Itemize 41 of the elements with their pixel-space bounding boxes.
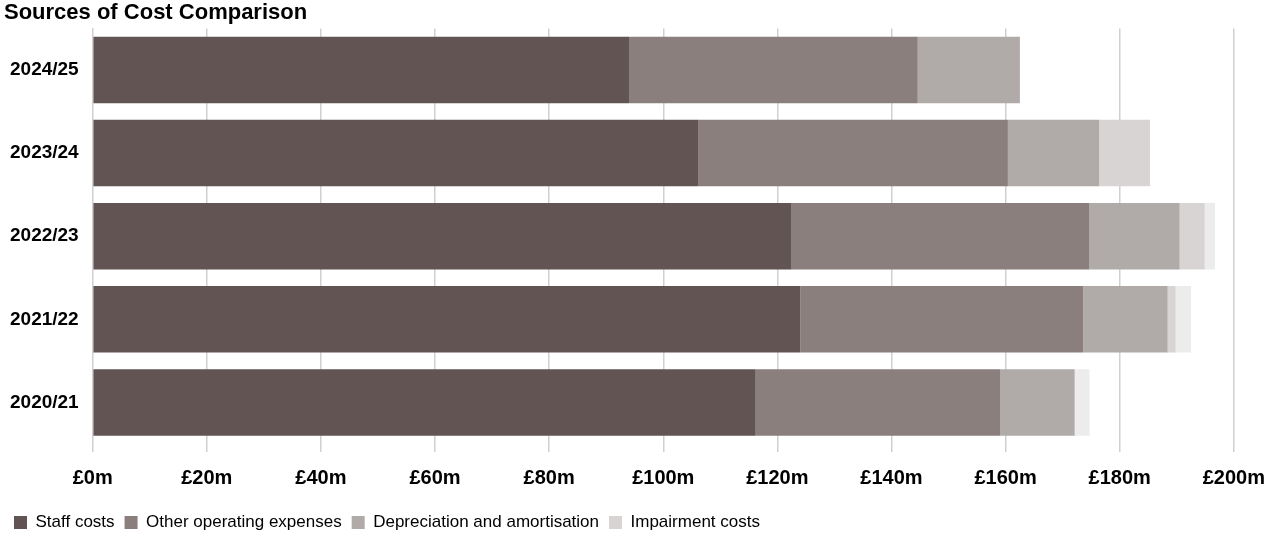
bar bbox=[1074, 369, 1090, 436]
bar bbox=[1089, 202, 1180, 270]
bar bbox=[1204, 202, 1216, 270]
bar bbox=[93, 202, 792, 270]
x-tick-label: £200m bbox=[1202, 465, 1265, 488]
legend-label: Depreciation and amortisation bbox=[373, 512, 600, 532]
bar bbox=[1167, 286, 1176, 353]
bar bbox=[93, 36, 630, 104]
x-tick-label: £20m bbox=[181, 465, 233, 488]
y-tick-label: 2020/21 bbox=[9, 390, 80, 412]
bar bbox=[1000, 369, 1075, 436]
y-tick-label: 2023/24 bbox=[9, 141, 80, 163]
x-tick-label: £180m bbox=[1088, 465, 1151, 488]
legend-label: Impairment costs bbox=[630, 512, 760, 532]
bar bbox=[93, 369, 756, 436]
x-tick-label: £80m bbox=[523, 465, 575, 488]
y-tick-label: 2021/22 bbox=[9, 307, 79, 329]
bar bbox=[1083, 286, 1168, 353]
y-tick-label: 2024/25 bbox=[9, 58, 80, 80]
x-tick-label: £0m bbox=[72, 465, 113, 488]
bar bbox=[93, 286, 801, 353]
bar bbox=[629, 36, 918, 104]
x-tick-label: £40m bbox=[295, 465, 347, 488]
bar bbox=[1007, 119, 1100, 187]
bar bbox=[755, 369, 1001, 436]
bar bbox=[1179, 202, 1205, 270]
x-tick-label: £100m bbox=[632, 465, 695, 488]
bar bbox=[791, 202, 1090, 270]
y-tick-label: 2022/23 bbox=[9, 224, 79, 246]
legend-label: Other operating expenses bbox=[146, 512, 342, 532]
x-tick-label: £120m bbox=[746, 465, 809, 488]
legend-label: Staff costs bbox=[35, 512, 115, 532]
x-tick-label: £60m bbox=[409, 465, 461, 488]
x-tick-label: £160m bbox=[974, 465, 1037, 488]
bar bbox=[800, 286, 1084, 353]
bar bbox=[93, 119, 699, 187]
bar bbox=[698, 119, 1008, 187]
bar bbox=[917, 36, 1020, 104]
chart-title: Sources of Cost Comparison bbox=[4, 0, 308, 25]
x-tick-label: £140m bbox=[860, 465, 923, 488]
bar bbox=[1175, 286, 1192, 353]
